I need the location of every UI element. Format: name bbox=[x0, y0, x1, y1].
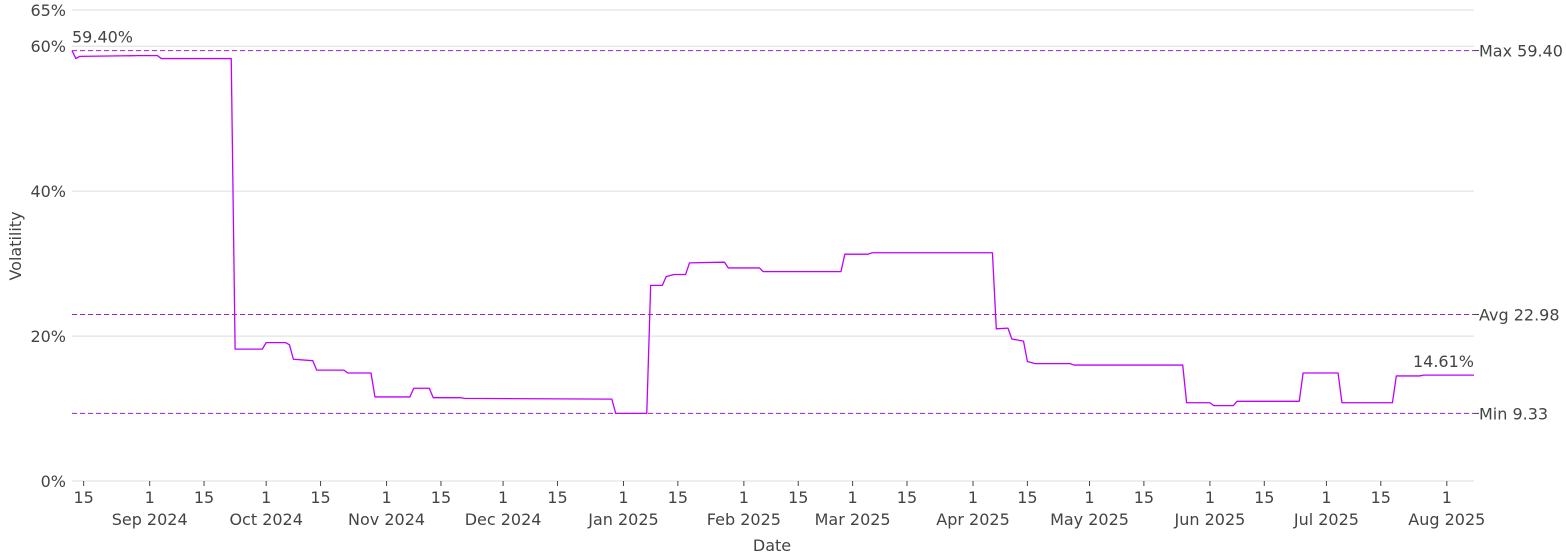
x-tick-day: 1 bbox=[261, 488, 271, 507]
x-tick-month: Dec 2024 bbox=[465, 510, 542, 529]
x-tick-day: 1 bbox=[1084, 488, 1094, 507]
gridlines bbox=[72, 9, 1474, 482]
x-tick-day: 15 bbox=[547, 488, 567, 507]
series-layer bbox=[71, 50, 1474, 415]
y-axis-title: Volatility bbox=[6, 211, 25, 280]
x-tick-day: 15 bbox=[310, 488, 330, 507]
x-tick-day: 1 bbox=[1442, 488, 1452, 507]
start-value-label: 59.40% bbox=[72, 28, 133, 47]
x-axis-ticks: 15 1 Sep 2024 15 1 Oct 2024 15 1 Nov 2024 15 1 Dec … bbox=[73, 481, 1485, 529]
x-axis-title: Date bbox=[753, 536, 791, 555]
x-tick-day: 15 bbox=[897, 488, 917, 507]
x-tick-day: 1 bbox=[848, 488, 858, 507]
x-tick-day: 1 bbox=[1205, 488, 1215, 507]
y-tick-label: 60% bbox=[30, 37, 66, 56]
y-tick-label: 20% bbox=[30, 327, 66, 346]
x-tick-day: 1 bbox=[498, 488, 508, 507]
x-tick-day: 1 bbox=[618, 488, 628, 507]
x-tick-month: Oct 2024 bbox=[229, 510, 302, 529]
x-tick-day: 15 bbox=[431, 488, 451, 507]
annotations: 59.40% 14.61% bbox=[72, 28, 1474, 372]
y-tick-label: 0% bbox=[41, 472, 66, 491]
max-reference-label: Max 59.40 bbox=[1479, 42, 1563, 61]
x-tick-day: 15 bbox=[788, 488, 808, 507]
x-tick-day: 15 bbox=[1017, 488, 1037, 507]
x-tick-month: Jul 2025 bbox=[1293, 510, 1359, 529]
x-tick-day: 15 bbox=[1254, 488, 1274, 507]
x-tick-day: 15 bbox=[668, 488, 688, 507]
x-tick-day: 1 bbox=[1321, 488, 1331, 507]
x-tick-month: Jun 2025 bbox=[1174, 510, 1246, 529]
x-tick-day: 15 bbox=[73, 488, 93, 507]
x-tick-month: Apr 2025 bbox=[936, 510, 1009, 529]
x-tick-month: Nov 2024 bbox=[348, 510, 425, 529]
series-line bbox=[71, 50, 1474, 415]
x-tick-day: 1 bbox=[381, 488, 391, 507]
x-tick-month: Feb 2025 bbox=[707, 510, 781, 529]
y-axis-ticks: 0% 20% 40% 60% 65% bbox=[30, 1, 66, 491]
x-tick-day: 1 bbox=[968, 488, 978, 507]
end-value-label: 14.61% bbox=[1413, 352, 1474, 371]
avg-reference-label: Avg 22.98 bbox=[1479, 305, 1560, 324]
x-tick-day: 15 bbox=[194, 488, 214, 507]
x-tick-month: Mar 2025 bbox=[815, 510, 891, 529]
x-tick-day: 1 bbox=[145, 488, 155, 507]
x-tick-month: Aug 2025 bbox=[1408, 510, 1485, 529]
x-tick-day: 1 bbox=[739, 488, 749, 507]
min-reference-label: Min 9.33 bbox=[1479, 404, 1548, 423]
x-tick-day: 15 bbox=[1134, 488, 1154, 507]
y-tick-label: 65% bbox=[30, 1, 66, 20]
x-tick-month: May 2025 bbox=[1050, 510, 1129, 529]
x-tick-month: Sep 2024 bbox=[112, 510, 188, 529]
y-tick-label: 40% bbox=[30, 182, 66, 201]
x-tick-day: 15 bbox=[1371, 488, 1391, 507]
x-tick-month: Jan 2025 bbox=[587, 510, 658, 529]
reference-lines: Max 59.40 Avg 22.98 Min 9.33 bbox=[72, 42, 1563, 423]
